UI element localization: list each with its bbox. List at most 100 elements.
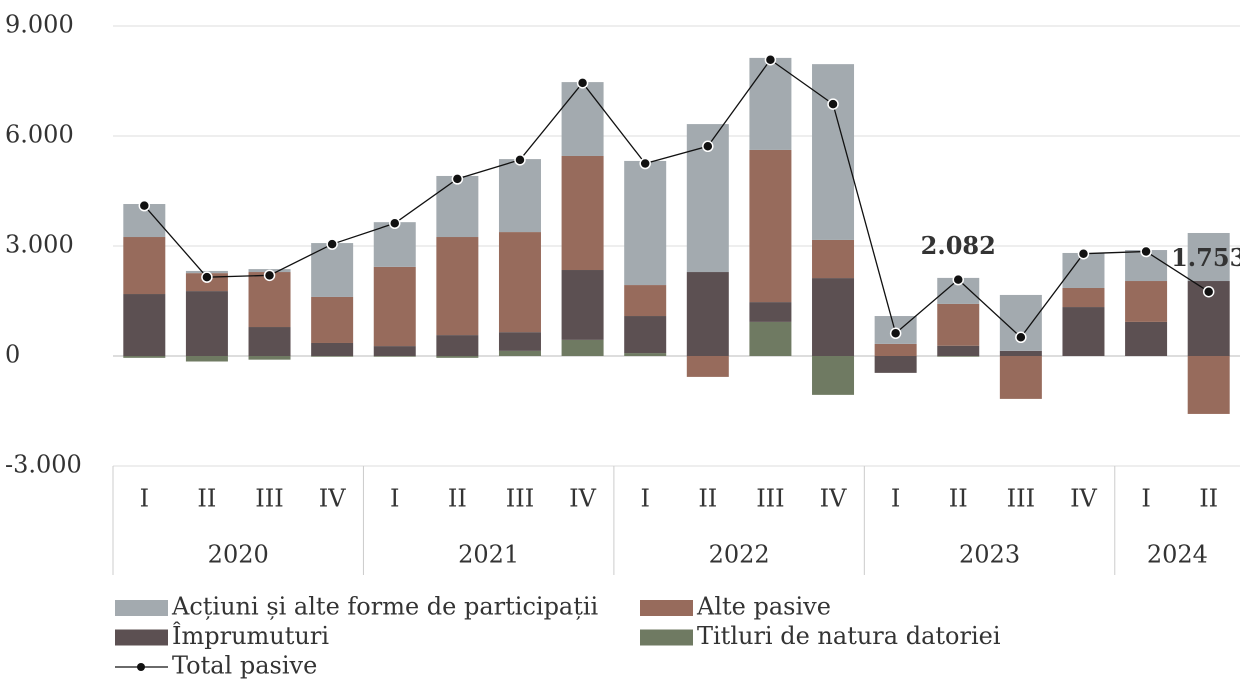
bar-segment — [874, 343, 917, 356]
bar-segment — [373, 346, 416, 356]
bar-segment — [1062, 307, 1105, 356]
x-tick-label: III — [506, 485, 534, 513]
y-tick-label: -3.000 — [5, 451, 82, 479]
bar-segment — [1187, 232, 1230, 282]
x-tick-label: III — [255, 485, 283, 513]
y-tick-label: 0 — [5, 341, 20, 369]
bar-segment — [123, 294, 166, 356]
legend-label: Împrumuturi — [172, 621, 329, 650]
group-label: 2021 — [458, 541, 519, 569]
bar-segment — [937, 303, 980, 346]
x-tick-label: III — [1007, 485, 1035, 513]
group-label: 2022 — [709, 541, 770, 569]
x-tick-label: IV — [319, 485, 346, 513]
x-tick-label: II — [949, 485, 968, 513]
bar-segment — [561, 155, 604, 271]
bar-segment — [185, 356, 228, 362]
data-label: 1.753 — [1171, 243, 1240, 272]
line-point — [263, 269, 276, 282]
bar-segment — [248, 327, 291, 356]
x-tick-label: I — [1141, 485, 1150, 513]
bar-segment — [185, 291, 228, 356]
group-label: 2020 — [208, 541, 269, 569]
line-point — [764, 53, 777, 66]
legend-label: Acțiuni și alte forme de participații — [171, 593, 599, 621]
bar-segment — [248, 272, 291, 328]
line — [143, 58, 1210, 339]
legend-swatch — [115, 629, 168, 646]
bar-segment — [812, 64, 855, 240]
bar-segment — [812, 239, 855, 279]
bar-segment — [624, 353, 667, 356]
bar-segment — [561, 339, 604, 356]
legend-swatch — [115, 600, 168, 616]
y-tick-label: 3.000 — [5, 231, 74, 259]
y-tick-label: 6.000 — [5, 121, 74, 149]
bar-segment — [624, 316, 667, 354]
bar-segment — [937, 345, 980, 356]
line-point — [326, 238, 338, 250]
line-point — [138, 199, 151, 212]
line-point — [201, 271, 213, 283]
legend-label: Total pasive — [172, 652, 317, 680]
bar-segment — [436, 175, 479, 238]
bar-segment — [999, 350, 1042, 356]
bar-segment — [624, 160, 667, 286]
bar-segment — [686, 356, 729, 377]
line-point — [1202, 285, 1215, 298]
bar-segment — [498, 350, 541, 356]
legend-swatch — [640, 600, 693, 616]
y-tick-label: 9.000 — [5, 11, 74, 39]
x-tick-label: II — [1199, 485, 1218, 513]
bar-segment — [749, 321, 792, 356]
bar-segment — [561, 82, 604, 156]
line-point — [1077, 247, 1090, 260]
bar-segment — [123, 356, 166, 358]
data-label: 2.082 — [921, 231, 996, 260]
group-label: 2024 — [1147, 541, 1208, 569]
line-point — [952, 273, 964, 286]
bar-segment — [624, 285, 667, 317]
bar-segment — [311, 296, 354, 343]
bar-segment — [373, 266, 416, 347]
bar-segment — [749, 57, 792, 150]
bar-segment — [812, 356, 855, 395]
legend-marker — [137, 663, 145, 671]
line-point — [1140, 245, 1152, 258]
bar-segment — [311, 243, 354, 297]
bar-segment — [123, 237, 166, 295]
bar-segment — [436, 335, 479, 356]
bar-segment — [1125, 321, 1168, 356]
bar-segment — [1125, 281, 1168, 322]
line-point — [702, 140, 714, 153]
bar-segment — [436, 237, 479, 336]
x-tick-label: I — [891, 485, 900, 513]
line-point — [451, 173, 464, 185]
x-tick-label: I — [640, 485, 649, 513]
bar-segment — [937, 356, 980, 357]
legend-swatch — [640, 629, 693, 646]
x-tick-label: IV — [569, 485, 596, 513]
line-point — [576, 77, 589, 89]
x-tick-label: IV — [820, 485, 847, 513]
bar-segment — [498, 232, 541, 333]
bar-segment — [373, 222, 416, 267]
legend-label: Alte pasive — [696, 593, 831, 621]
bar-segment — [561, 270, 604, 340]
bar-segment — [498, 159, 541, 233]
bar-segment — [498, 332, 541, 351]
bar-segment — [749, 302, 792, 322]
x-tick-label: II — [448, 485, 467, 513]
bar-segment — [686, 272, 729, 356]
line-point — [827, 98, 839, 110]
group-label: 2023 — [959, 541, 1020, 569]
legend-label: Titluri de natura datoriei — [697, 622, 1001, 650]
x-tick-label: II — [197, 485, 216, 513]
line-point — [514, 154, 526, 166]
bar-segment — [248, 356, 291, 360]
x-tick-label: IV — [1070, 485, 1097, 513]
bar-segment — [436, 356, 479, 358]
x-tick-label: I — [390, 485, 399, 513]
x-tick-label: II — [698, 485, 717, 513]
